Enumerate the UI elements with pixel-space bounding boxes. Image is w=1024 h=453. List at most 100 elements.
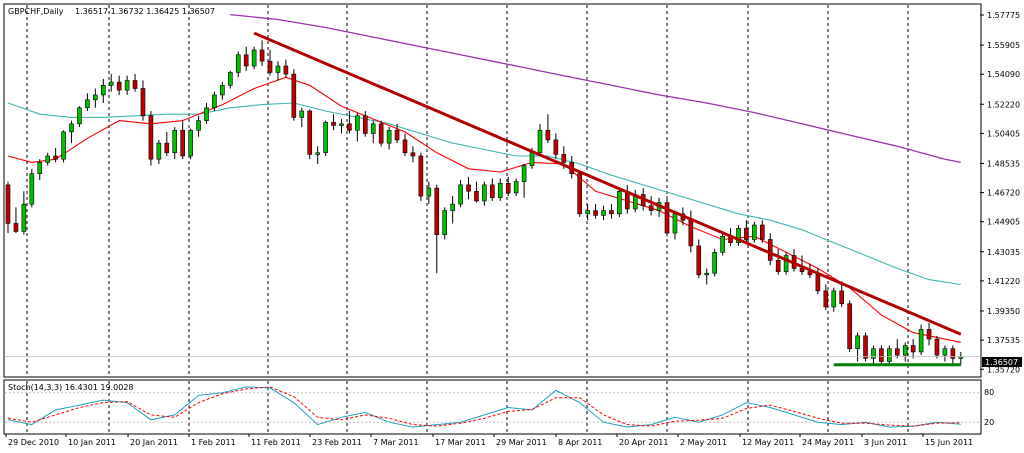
candle: [823, 284, 829, 311]
time-tick-label: 11 Feb 2011: [251, 438, 301, 447]
candle: [378, 120, 384, 147]
bear-candle-body: [696, 245, 702, 276]
time-tick-label: 12 May 2011: [742, 438, 794, 447]
time-tick-label: 10 Jan 2011: [68, 438, 116, 447]
bear-candle-body: [609, 210, 614, 215]
bull-candle-body: [831, 290, 837, 308]
time-axis: 29 Dec 2010 10 Jan 2011 20 Jan 2011 1 Feb 2…: [5, 434, 973, 447]
time-tick-label: 2 May 2011: [680, 438, 727, 447]
bull-candle-body: [21, 203, 27, 232]
stochastic-lines: [7, 386, 961, 428]
bear-candle-body: [759, 224, 765, 240]
candle: [251, 46, 257, 70]
candle: [585, 204, 590, 221]
candle: [243, 46, 249, 71]
bear-candle-body: [474, 191, 479, 202]
price-tick-label: 1.37535: [987, 336, 1020, 345]
candle: [140, 80, 146, 121]
candle: [116, 75, 122, 95]
stoch-level-80: 80: [984, 388, 994, 397]
bull-candle-body: [100, 85, 106, 96]
candle: [21, 191, 27, 235]
candle: [108, 74, 114, 92]
candles: [5, 40, 964, 365]
price-tick-label: 1.44905: [987, 218, 1020, 227]
bear-candle-body: [291, 73, 297, 118]
candle: [553, 133, 559, 160]
candle: [704, 268, 710, 285]
bear-candle-body: [402, 139, 408, 154]
candle: [204, 102, 209, 124]
candle: [93, 88, 98, 108]
candle: [450, 196, 455, 224]
bear-candle-body: [490, 184, 495, 199]
bull-candle-body: [188, 129, 193, 157]
bear-candle-body: [593, 210, 598, 216]
candle: [426, 181, 432, 205]
time-tick-label: 24 May 2011: [802, 438, 854, 447]
bull-candle-body: [29, 173, 35, 205]
candle: [664, 196, 670, 237]
bear-candle-body: [466, 184, 471, 192]
candle: [458, 180, 463, 208]
bull-candle-body: [204, 107, 209, 121]
bear-candle-body: [410, 152, 416, 157]
candle: [156, 139, 162, 164]
bear-candle-body: [267, 60, 273, 73]
bull-candle-body: [37, 162, 43, 174]
candle: [601, 205, 606, 221]
candle: [53, 147, 58, 163]
bull-candle-body: [712, 252, 717, 274]
candle: [744, 220, 749, 243]
candle: [37, 159, 43, 181]
candle: [617, 188, 622, 217]
bull-candle-body: [442, 210, 448, 235]
candle: [77, 106, 82, 128]
candle: [466, 176, 471, 200]
candle: [315, 146, 320, 164]
price-tick-label: 1.50405: [987, 129, 1020, 138]
bull-candle-body: [339, 123, 344, 126]
candle: [5, 181, 11, 234]
bull-candle-body: [386, 129, 392, 144]
bull-candle-body: [69, 123, 74, 133]
candle: [323, 120, 328, 156]
bear-candle-body: [259, 49, 265, 62]
candle: [45, 152, 51, 166]
bull-candle-body: [736, 227, 741, 243]
bull-candle-body: [315, 152, 320, 155]
bull-candle-body: [601, 210, 606, 216]
bear-candle-body: [132, 80, 138, 89]
candle: [752, 221, 757, 243]
candle: [442, 207, 448, 240]
bear-candle-body: [926, 329, 932, 340]
candle: [331, 114, 336, 131]
bull-candle-body: [228, 72, 233, 86]
bear-candle-body: [180, 129, 185, 157]
candle: [386, 127, 392, 150]
bull-candle-body: [902, 345, 908, 356]
bull-candle-body: [212, 94, 217, 109]
bear-candle-body: [5, 184, 11, 224]
price-tick-label: 1.39350: [987, 307, 1020, 316]
bull-candle-body: [887, 348, 892, 362]
bull-candle-body: [704, 272, 710, 276]
candle: [720, 233, 725, 256]
bull-candle-body: [450, 203, 455, 211]
bull-candle-body: [529, 152, 535, 166]
bear-candle-body: [148, 115, 154, 160]
candle: [307, 109, 313, 160]
candle: [100, 78, 106, 103]
bear-candle-body: [140, 88, 146, 117]
bear-candle-body: [577, 173, 582, 215]
bull-candle-body: [617, 191, 622, 215]
bear-candle-body: [116, 81, 122, 91]
candle: [521, 164, 527, 198]
bear-candle-body: [418, 155, 424, 197]
bull-candle-body: [77, 107, 82, 125]
candle: [29, 168, 35, 208]
bull-candle-body: [720, 235, 725, 253]
price-tick-label: 1.52220: [987, 100, 1020, 109]
current-price-marker: [982, 357, 1022, 367]
